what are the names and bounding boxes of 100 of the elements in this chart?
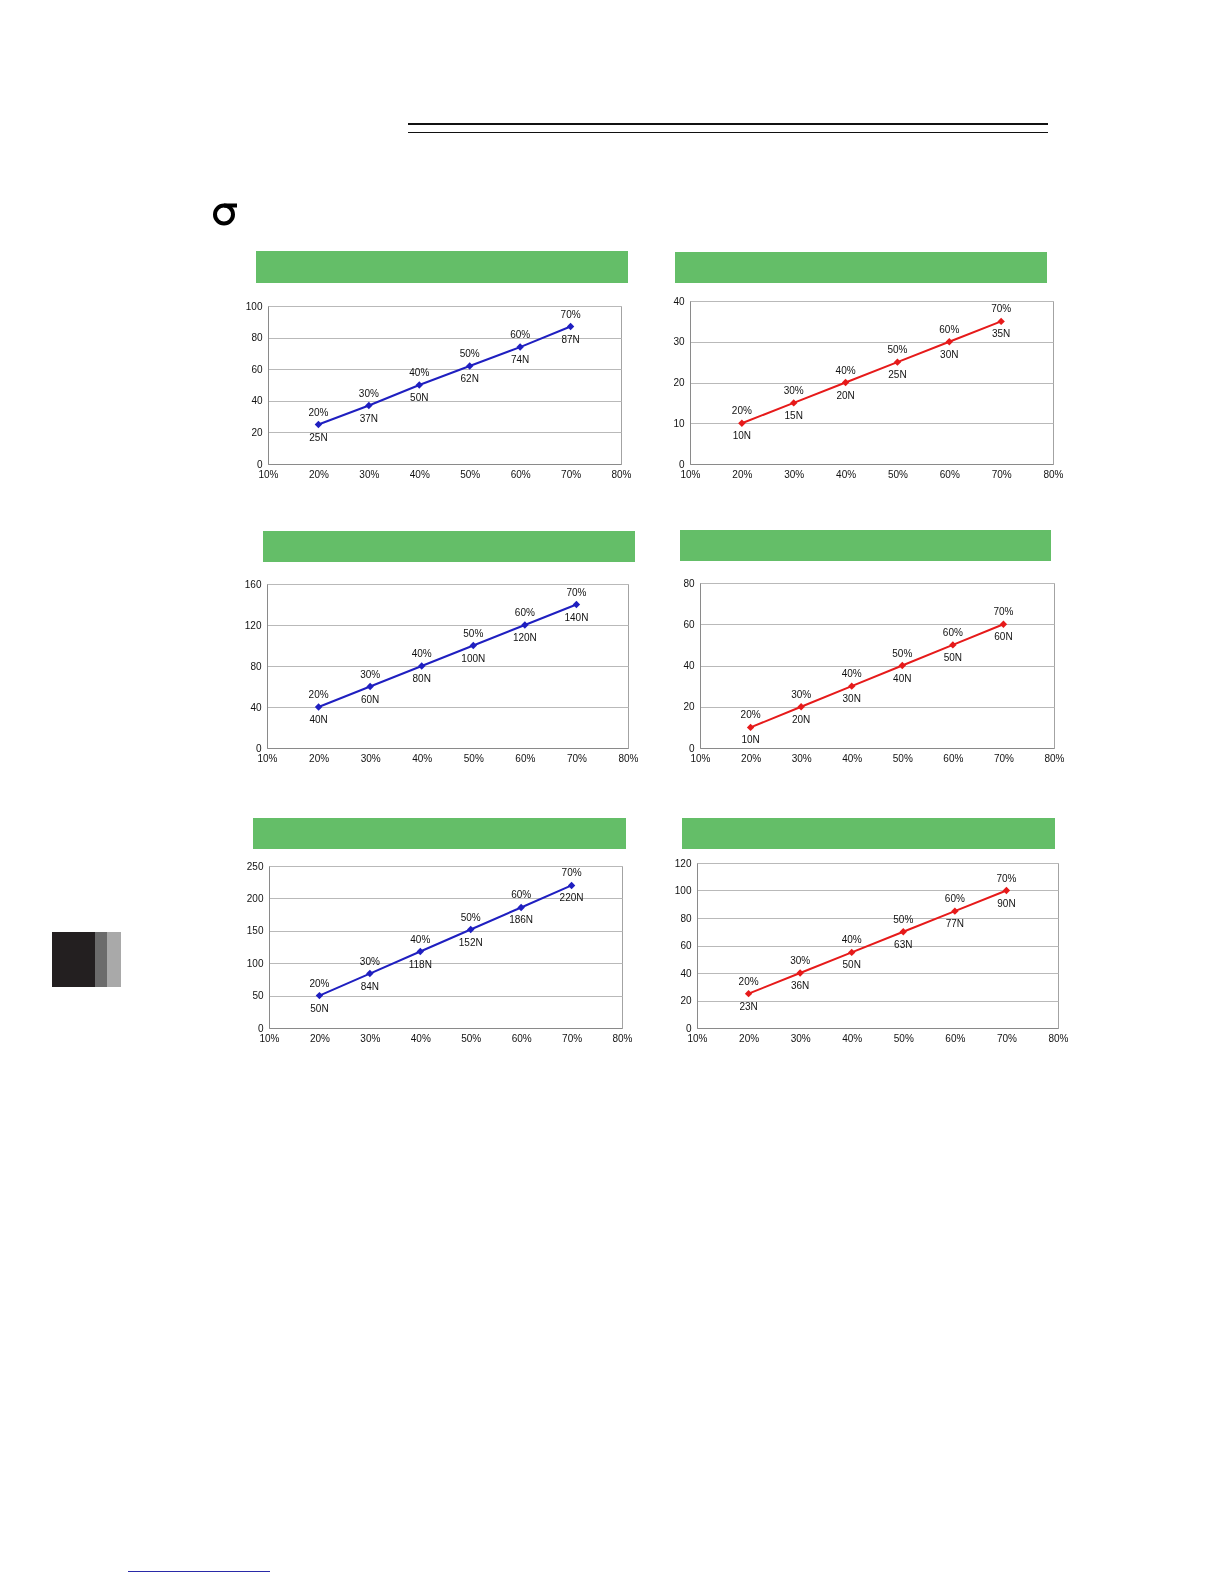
y-tick-label: 40 [680, 967, 692, 979]
point [899, 928, 907, 936]
x-tick-label: 20% [741, 752, 762, 764]
x-tick-label: 10% [690, 752, 711, 764]
x-tick-label: 60% [515, 752, 536, 764]
annotation: 60% [514, 607, 535, 618]
x-tick-label: 60% [943, 752, 964, 764]
data-label: 60N [994, 631, 1013, 643]
annotation: 40% [411, 648, 432, 659]
y-tick-label: 10 [673, 417, 685, 429]
y-tick-label: 20 [673, 377, 685, 388]
point [945, 338, 953, 346]
x-tick-label: 30% [784, 468, 805, 480]
point [566, 322, 575, 331]
point [790, 399, 798, 407]
y-tick-label: 100 [246, 957, 264, 969]
annotation: 23N [739, 1000, 758, 1012]
y-tick-label: 100 [674, 885, 692, 896]
point [848, 948, 856, 957]
x-tick-label: 50% [463, 752, 484, 764]
x-tick-label: 70% [991, 468, 1012, 480]
point [746, 723, 755, 732]
x-tick-label: 70% [566, 752, 588, 764]
data-label: 10N [732, 430, 752, 442]
data-label: 87N [561, 333, 580, 345]
data-label: 30N [940, 348, 959, 360]
x-tick-label: 70% [561, 468, 582, 480]
x-tick-label: 80% [1048, 1032, 1069, 1044]
point [366, 682, 374, 691]
data-label: 50N [410, 392, 429, 403]
annotation: 20% [731, 405, 752, 417]
y-tick-label: 0 [256, 458, 263, 470]
data-label: 37N [359, 412, 379, 424]
data-label: 152N [458, 936, 483, 948]
x-tick-label: 10% [259, 1032, 280, 1044]
y-tick-label: 0 [685, 1022, 692, 1034]
x-tick-label: 20% [309, 752, 330, 764]
x-tick-label: 20% [732, 468, 753, 480]
data-label: 220N [559, 892, 584, 904]
data-label: 40N [893, 672, 912, 684]
x-tick-label: 40% [836, 468, 857, 480]
x-tick-label: 70% [996, 1032, 1018, 1044]
y-tick-label: 20 [680, 995, 692, 1006]
y-tick-label: 80 [683, 577, 695, 589]
data-label: 25N [888, 369, 907, 381]
y-tick-label: 150 [246, 925, 264, 937]
point [314, 420, 323, 429]
y-tick-label: 100 [245, 300, 263, 312]
data-label: 62N [460, 373, 479, 385]
data-label: 118N [408, 958, 432, 970]
data-label: 84N [360, 980, 380, 992]
annotation: 50% [893, 913, 914, 925]
annotation: 40% [835, 364, 856, 376]
annotation: 50% [460, 911, 481, 923]
data-label: 20N [836, 389, 855, 401]
annotation: 70% [991, 303, 1012, 315]
point [567, 881, 576, 890]
annotation: 70% [996, 872, 1017, 884]
x-tick-label: 40% [410, 1032, 431, 1044]
annotation: 50N [842, 959, 861, 971]
annotation: 50% [887, 344, 908, 356]
x-tick-label: 60% [939, 468, 960, 480]
annotation: 77N [945, 918, 965, 930]
point [797, 703, 805, 711]
y-tick-label: 120 [674, 857, 692, 869]
annotation: 30% [783, 384, 804, 396]
x-tick-label: 80% [618, 752, 639, 764]
x-tick-label: 80% [1044, 752, 1065, 764]
annotation: 36N [790, 980, 810, 991]
point [744, 989, 753, 998]
y-tick-label: 0 [255, 742, 262, 754]
data-label: 35N [991, 328, 1011, 340]
point [466, 362, 474, 370]
annotation: 70% [561, 867, 582, 879]
x-tick-label: 30% [791, 752, 812, 764]
data-label: 20N [791, 713, 811, 725]
x-tick-label: 80% [1043, 468, 1064, 480]
annotation: 60% [511, 889, 532, 901]
point [467, 925, 475, 934]
y-tick-label: 50 [252, 990, 264, 1002]
x-tick-label: 50% [887, 468, 909, 480]
annotation: 40% [410, 933, 431, 945]
point [365, 401, 373, 410]
x-tick-label: 60% [510, 468, 531, 480]
x-tick-label: 10% [258, 468, 279, 480]
y-tick-label: 250 [246, 860, 264, 872]
x-tick-label: 10% [687, 1032, 708, 1044]
data-label: 50N [943, 651, 963, 663]
annotation: 70% [560, 308, 581, 320]
point [366, 969, 374, 978]
point [469, 641, 477, 650]
point [517, 903, 525, 912]
x-tick-label: 20% [308, 468, 330, 480]
x-tick-label: 20% [309, 1032, 331, 1044]
data-label: 186N [509, 914, 534, 926]
data-label: 80N [412, 673, 431, 684]
annotation: 30% [791, 688, 812, 700]
y-tick-label: 40 [673, 295, 685, 307]
data-label: 50N [310, 1002, 329, 1014]
point [418, 662, 426, 670]
